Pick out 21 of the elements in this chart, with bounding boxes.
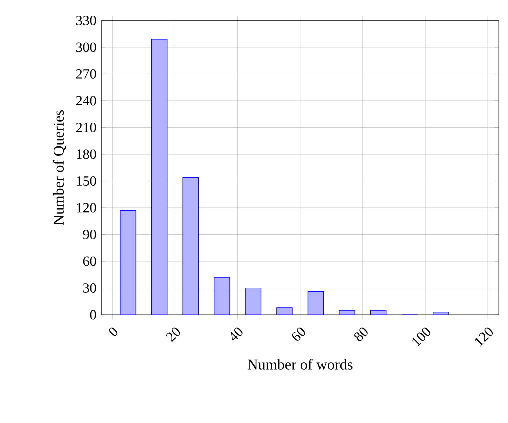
y-tick-label: 330 xyxy=(76,16,96,26)
x-tick-label: 20 xyxy=(166,328,180,342)
x-tick-label: 80 xyxy=(354,328,368,342)
y-axis-title: Number of Queries xyxy=(53,110,66,226)
y-tick-label: 60 xyxy=(83,256,96,266)
y-tick-label: 120 xyxy=(77,203,96,213)
y-tick-label: 150 xyxy=(77,176,96,186)
y-tick-label: 270 xyxy=(76,69,96,79)
y-tick-label: 180 xyxy=(77,150,96,160)
x-axis-title: Number of words xyxy=(248,359,353,370)
y-tick-label: 240 xyxy=(76,96,96,106)
x-tick-label: 60 xyxy=(292,328,306,341)
y-tick-label: 0 xyxy=(90,310,96,320)
y-tick-label: 90 xyxy=(83,230,96,240)
x-tick-label: 0 xyxy=(109,328,118,336)
x-tick-label: 100 xyxy=(412,328,430,347)
y-tick-label: 300 xyxy=(76,42,96,52)
y-tick-label: 30 xyxy=(84,284,96,293)
x-tick-label: 120 xyxy=(475,328,494,347)
x-tick-label: 40 xyxy=(231,328,243,341)
y-tick-label: 210 xyxy=(76,122,96,132)
